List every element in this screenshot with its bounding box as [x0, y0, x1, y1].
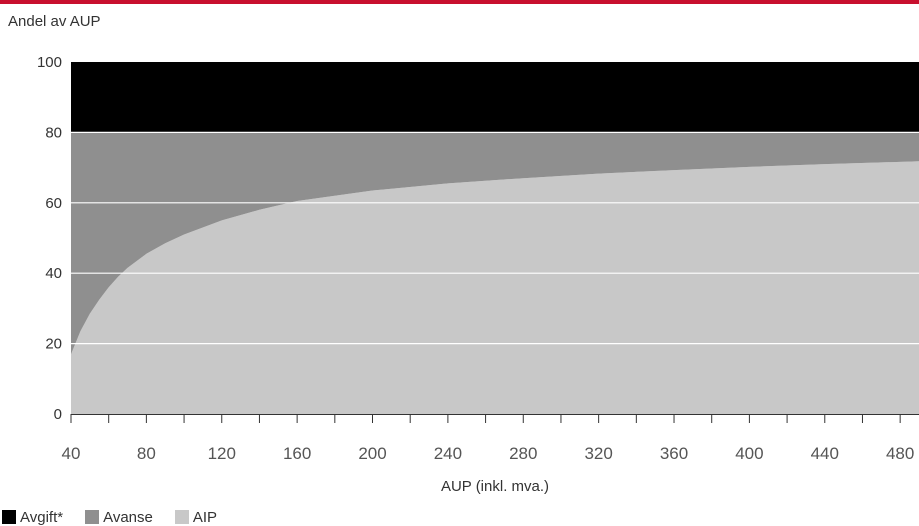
y-tick-label-40: 40: [45, 265, 62, 282]
top-accent-rule: [0, 0, 919, 4]
y-tick-label-100: 100: [37, 54, 62, 71]
y-tick-label-80: 80: [45, 124, 62, 141]
legend-label-avanse: Avanse: [103, 508, 153, 526]
x-axis: 40 80 120 160 200 240 280 320 360 400 440 480: [62, 414, 919, 463]
x-tick-label-120: 120: [208, 444, 236, 463]
legend-swatch-avgift: [2, 510, 16, 524]
legend-item-avgift: Avgift*: [2, 509, 63, 526]
area-avgift: [71, 62, 919, 133]
chart-title: Andel av AUP: [8, 13, 101, 30]
legend: Avgift* Avanse AIP: [2, 508, 239, 526]
legend-swatch-avanse: [85, 510, 100, 524]
x-tick-label-440: 440: [811, 444, 839, 463]
area-avanse: [71, 132, 919, 355]
x-tick-label-280: 280: [509, 444, 537, 463]
legend-item-aip: AIP: [174, 508, 218, 526]
stacked-areas: [71, 62, 919, 414]
x-tick-label-240: 240: [434, 444, 462, 463]
y-tick-label-20: 20: [45, 336, 62, 353]
legend-swatch-aip: [174, 510, 189, 524]
legend-label-aip: AIP: [192, 508, 218, 526]
x-tick-label-160: 160: [283, 444, 311, 463]
x-tick-label-480: 480: [886, 444, 914, 463]
area-aip: [71, 161, 919, 414]
y-axis: 0 20 40 60 80 100: [37, 54, 62, 423]
x-tick-label-400: 400: [735, 444, 763, 463]
y-tick-label-0: 0: [54, 406, 62, 423]
x-tick-label-200: 200: [358, 444, 386, 463]
x-tick-label-320: 320: [584, 444, 612, 463]
y-tick-label-60: 60: [45, 195, 62, 212]
x-tick-label-360: 360: [660, 444, 688, 463]
x-tick-label-40: 40: [62, 444, 81, 463]
legend-label-avgift: Avgift*: [20, 508, 64, 526]
legend-item-avanse: Avanse: [85, 509, 153, 526]
gridlines: [71, 131, 919, 345]
x-axis-label: AUP (inkl. mva.): [441, 478, 549, 495]
x-tick-label-80: 80: [137, 444, 156, 463]
